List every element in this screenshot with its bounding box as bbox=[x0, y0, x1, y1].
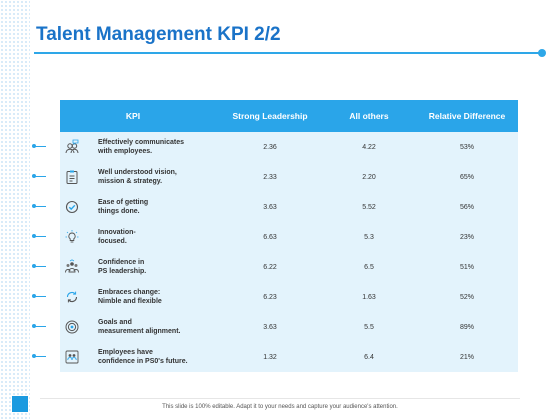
lightbulb-icon bbox=[64, 229, 80, 245]
all-others-value: 6.5 bbox=[364, 263, 374, 271]
strong-leadership-value: 6.63 bbox=[263, 233, 277, 241]
kpi-table bbox=[60, 100, 518, 372]
table-row: Innovation- focused. 6.63 5.3 23% bbox=[60, 222, 518, 252]
strong-leadership-value: 6.23 bbox=[263, 293, 277, 301]
kpi-label: Employees have confidence in PS0's futur… bbox=[98, 349, 188, 365]
header-all-others: All others bbox=[349, 111, 389, 121]
header-strong-leadership: Strong Leadership bbox=[232, 111, 308, 121]
all-others-value: 5.5 bbox=[364, 323, 374, 331]
table-row: Ease of getting things done. 3.63 5.52 56% bbox=[60, 192, 518, 222]
strong-leadership-value: 1.32 bbox=[263, 353, 277, 361]
clipboard-icon bbox=[64, 169, 80, 185]
all-others-value: 6.4 bbox=[364, 353, 374, 361]
table-header: KPI Strong Leadership All others Relativ… bbox=[60, 100, 518, 132]
group-icon bbox=[64, 259, 80, 275]
kpi-label: Effectively communicates with employees. bbox=[98, 139, 184, 155]
relative-difference-value: 51% bbox=[459, 263, 474, 271]
all-others-value: 5.3 bbox=[364, 233, 374, 241]
row-bullet-marker bbox=[32, 174, 48, 178]
header-kpi: KPI bbox=[125, 111, 141, 121]
corner-accent-block bbox=[12, 396, 28, 412]
title-underline bbox=[34, 52, 540, 54]
relative-difference-value: 56% bbox=[459, 203, 474, 211]
refresh-icon bbox=[64, 289, 80, 305]
kpi-label: Goals and measurement alignment. bbox=[98, 319, 181, 335]
row-bullet-marker bbox=[32, 354, 48, 358]
employees-icon bbox=[64, 349, 80, 365]
kpi-label: Well understood vision, mission & strate… bbox=[98, 169, 177, 185]
table-row: Effectively communicates with employees.… bbox=[60, 132, 518, 162]
kpi-label: Confidence in PS leadership. bbox=[98, 259, 147, 275]
header-relative-difference: Relative Difference bbox=[428, 111, 506, 121]
all-others-value: 2.20 bbox=[362, 173, 376, 181]
title-underline-dot bbox=[538, 49, 546, 57]
table-row: Goals and measurement alignment. 3.63 5.5 8… bbox=[60, 312, 518, 342]
relative-difference-value: 21% bbox=[459, 353, 474, 361]
strong-leadership-value: 6.22 bbox=[263, 263, 277, 271]
row-bullet-marker bbox=[32, 234, 48, 238]
relative-difference-value: 53% bbox=[459, 143, 474, 151]
kpi-label: Embraces change: Nimble and flexible bbox=[98, 289, 162, 305]
left-dot-pattern bbox=[0, 0, 30, 420]
strong-leadership-value: 3.63 bbox=[263, 203, 277, 211]
row-bullet-marker bbox=[32, 204, 48, 208]
all-others-value: 1.63 bbox=[362, 293, 376, 301]
team-chat-icon bbox=[64, 139, 80, 155]
relative-difference-value: 23% bbox=[459, 233, 474, 241]
page-title: Talent Management KPI 2/2 bbox=[36, 24, 281, 45]
row-bullet-marker bbox=[32, 264, 48, 268]
footer-divider bbox=[40, 398, 520, 399]
kpi-label: Innovation- focused. bbox=[98, 229, 136, 245]
strong-leadership-value: 2.36 bbox=[263, 143, 277, 151]
row-bullet-marker bbox=[32, 144, 48, 148]
target-icon bbox=[64, 319, 80, 335]
kpi-label: Ease of getting things done. bbox=[98, 199, 149, 215]
table-row: Employees have confidence in PS0's futur… bbox=[60, 342, 518, 372]
strong-leadership-value: 2.33 bbox=[263, 173, 277, 181]
row-bullet-marker bbox=[32, 324, 48, 328]
row-bullet-marker bbox=[32, 294, 48, 298]
check-circle-icon bbox=[64, 199, 80, 215]
relative-difference-value: 52% bbox=[459, 293, 474, 301]
table-row: Embraces change: Nimble and flexible 6.23… bbox=[60, 282, 518, 312]
relative-difference-value: 65% bbox=[459, 173, 474, 181]
all-others-value: 5.52 bbox=[362, 203, 376, 211]
table-row: Well understood vision, mission & strate… bbox=[60, 162, 518, 192]
footer-note: This slide is 100% editable. Adapt it to… bbox=[162, 404, 398, 410]
table-row: Confidence in PS leadership. 6.22 6.5 51% bbox=[60, 252, 518, 282]
relative-difference-value: 89% bbox=[459, 323, 474, 331]
all-others-value: 4.22 bbox=[362, 143, 376, 151]
strong-leadership-value: 3.63 bbox=[263, 323, 277, 331]
